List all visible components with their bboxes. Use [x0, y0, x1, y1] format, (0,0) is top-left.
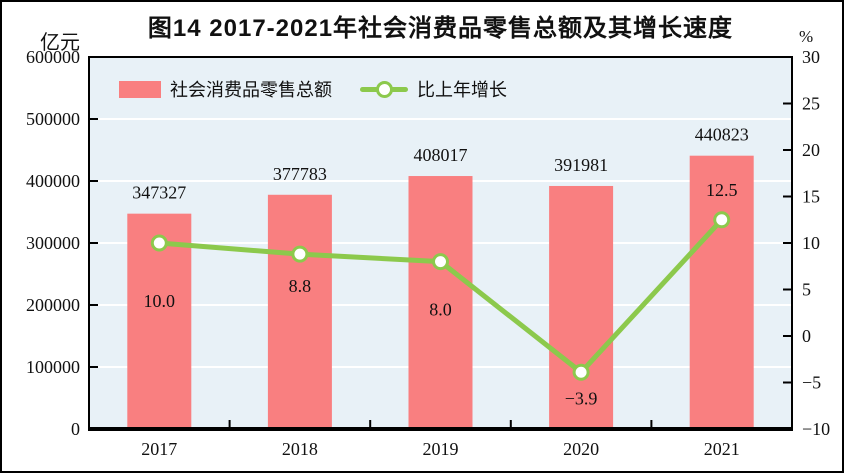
right-axis-tick-label: 20	[802, 140, 820, 160]
bar	[267, 194, 332, 429]
line-marker	[432, 253, 449, 271]
bar-value-label: 440823	[695, 125, 749, 145]
rate-value-label: 10.0	[144, 291, 176, 311]
rate-value-label: 12.5	[706, 180, 738, 200]
x-axis-category-label: 2021	[704, 439, 740, 459]
x-axis-category-label: 2020	[563, 439, 599, 459]
right-axis-tick-label: 10	[802, 233, 820, 253]
left-axis-tick-label: 400000	[26, 171, 80, 191]
legend-line-swatch	[360, 80, 408, 98]
bar-value-label: 347327	[132, 183, 186, 203]
right-axis-tick-label: 30	[802, 47, 820, 67]
x-axis-category-label: 2019	[423, 439, 459, 459]
right-axis-tick-label: 25	[802, 94, 820, 114]
x-axis-category-label: 2017	[141, 439, 177, 459]
rate-value-label: 8.0	[429, 300, 452, 320]
line-marker	[713, 211, 731, 229]
chart-canvas: 347327 377783 408017 391981 440823 10.0 8.8 8.0…	[26, 47, 830, 459]
x-axis-category-label: 2018	[282, 439, 318, 459]
legend-line-marker-icon	[376, 80, 393, 98]
plot-area: 347327 377783 408017 391981 440823 10.0 8.8 8.0…	[26, 47, 830, 459]
left-axis-tick-label: 300000	[26, 233, 80, 253]
legend-line-label: 比上年增长	[417, 80, 507, 100]
left-axis-tick-label: 200000	[26, 295, 80, 315]
legend-bar-label: 社会消费品零售总额	[170, 80, 332, 100]
line-marker	[291, 245, 309, 263]
line-marker	[150, 234, 168, 252]
right-axis-unit-label: %	[799, 27, 814, 46]
bar	[689, 155, 754, 429]
bar-value-label: 377783	[273, 164, 327, 184]
left-axis-tick-label: 0	[71, 419, 80, 439]
bar-value-label: 391981	[554, 155, 608, 175]
left-axis-tick-label: 500000	[26, 109, 80, 129]
right-axis-tick-label: 0	[802, 326, 811, 346]
legend: 社会消费品零售总额 比上年增长	[119, 76, 507, 102]
bar-value-label: 408017	[414, 145, 468, 165]
right-axis-tick-label: −10	[802, 419, 830, 439]
right-axis-tick-label: −5	[802, 373, 821, 393]
rate-value-label: 8.8	[289, 276, 312, 296]
left-axis-unit-label: 亿元	[40, 32, 80, 54]
chart-title: 图14 2017-2021年社会消费品零售总额及其增长速度	[147, 15, 734, 42]
bar	[408, 176, 473, 429]
left-axis-tick-label: 600000	[26, 47, 80, 67]
line-marker	[572, 363, 590, 381]
right-axis-tick-label: 15	[802, 187, 820, 207]
left-axis-tick-label: 100000	[26, 357, 80, 377]
bar	[549, 185, 614, 429]
legend-bar-swatch	[119, 80, 161, 98]
rate-value-label: −3.9	[565, 388, 598, 408]
right-axis-tick-label: 5	[802, 280, 811, 300]
